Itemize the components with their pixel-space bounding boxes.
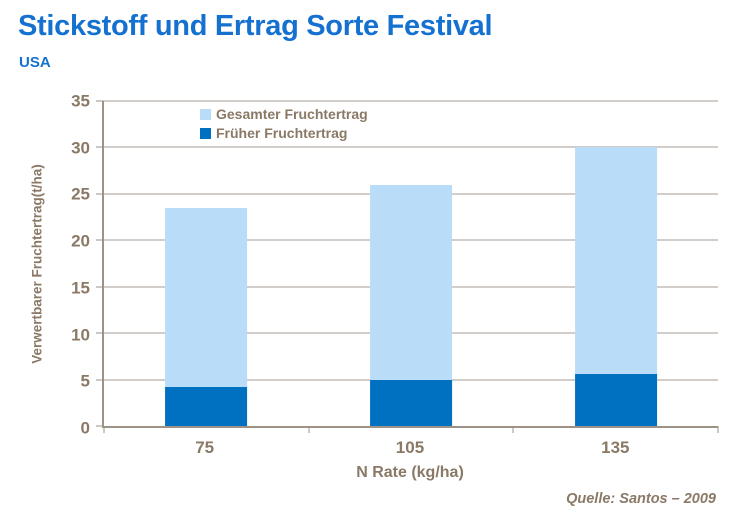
- category-cell: [309, 101, 514, 426]
- x-tick-label: 135: [601, 438, 630, 457]
- y-tick-mark: [96, 425, 104, 427]
- bar-frueher: [370, 379, 452, 426]
- x-axis-title: N Rate (kg/ha): [356, 464, 464, 481]
- legend-item-gesamter: Gesamter Fruchtertrag: [200, 106, 368, 122]
- y-tick-labels: 0 5 10 15 20 25 30 35: [0, 93, 90, 437]
- y-tick-label: 25: [71, 184, 90, 204]
- category-cell: [104, 101, 309, 426]
- y-tick-label: 5: [80, 371, 90, 391]
- y-tick-label: 0: [80, 418, 90, 438]
- page-title: Stickstoff und Ertrag Sorte Festival: [18, 10, 493, 42]
- x-tick-mark: [308, 426, 310, 433]
- bar-frueher: [165, 387, 248, 426]
- legend-label-gesamter: Gesamter Fruchtertrag: [216, 106, 368, 122]
- y-tick-mark: [96, 379, 104, 381]
- y-tick-label: 20: [71, 231, 90, 251]
- bar-frueher: [574, 374, 657, 426]
- bar-gesamter: [574, 147, 657, 426]
- page-subtitle: USA: [19, 54, 51, 71]
- legend-item-frueher: Früher Fruchtertrag: [200, 125, 368, 141]
- legend-swatch-gesamter-icon: [200, 108, 211, 120]
- gridline: [104, 146, 718, 148]
- y-tick-label: 30: [71, 138, 90, 158]
- x-tick-label: 75: [195, 438, 215, 457]
- plot-area: Gesamter Fruchtertrag Früher Fruchtertra…: [96, 100, 719, 433]
- source-citation: Quelle: Santos – 2009: [566, 491, 716, 507]
- y-tick-mark: [96, 193, 104, 195]
- legend: Gesamter Fruchtertrag Früher Fruchtertra…: [200, 106, 368, 141]
- bar-gesamter: [165, 207, 248, 426]
- x-tick-mark: [103, 426, 105, 433]
- y-tick-mark: [96, 239, 104, 241]
- y-tick-mark: [96, 332, 104, 334]
- x-tick-mark: [717, 426, 719, 433]
- y-tick-label: 15: [71, 278, 90, 298]
- y-tick-mark: [96, 286, 104, 288]
- y-tick-mark: [96, 100, 104, 102]
- bar-gesamter: [370, 184, 452, 426]
- bars-layer: [104, 101, 718, 426]
- y-tick-label: 10: [71, 325, 90, 345]
- x-tick-label: 105: [395, 438, 425, 457]
- y-tick-mark: [96, 146, 104, 148]
- x-tick-labels: 75 105 135: [102, 438, 718, 458]
- gridline: [104, 100, 718, 102]
- y-tick-label: 35: [71, 91, 90, 111]
- legend-swatch-frueher-icon: [200, 127, 211, 139]
- legend-label-frueher: Früher Fruchtertrag: [216, 125, 348, 141]
- category-cell: [513, 101, 718, 426]
- x-tick-mark: [512, 426, 514, 433]
